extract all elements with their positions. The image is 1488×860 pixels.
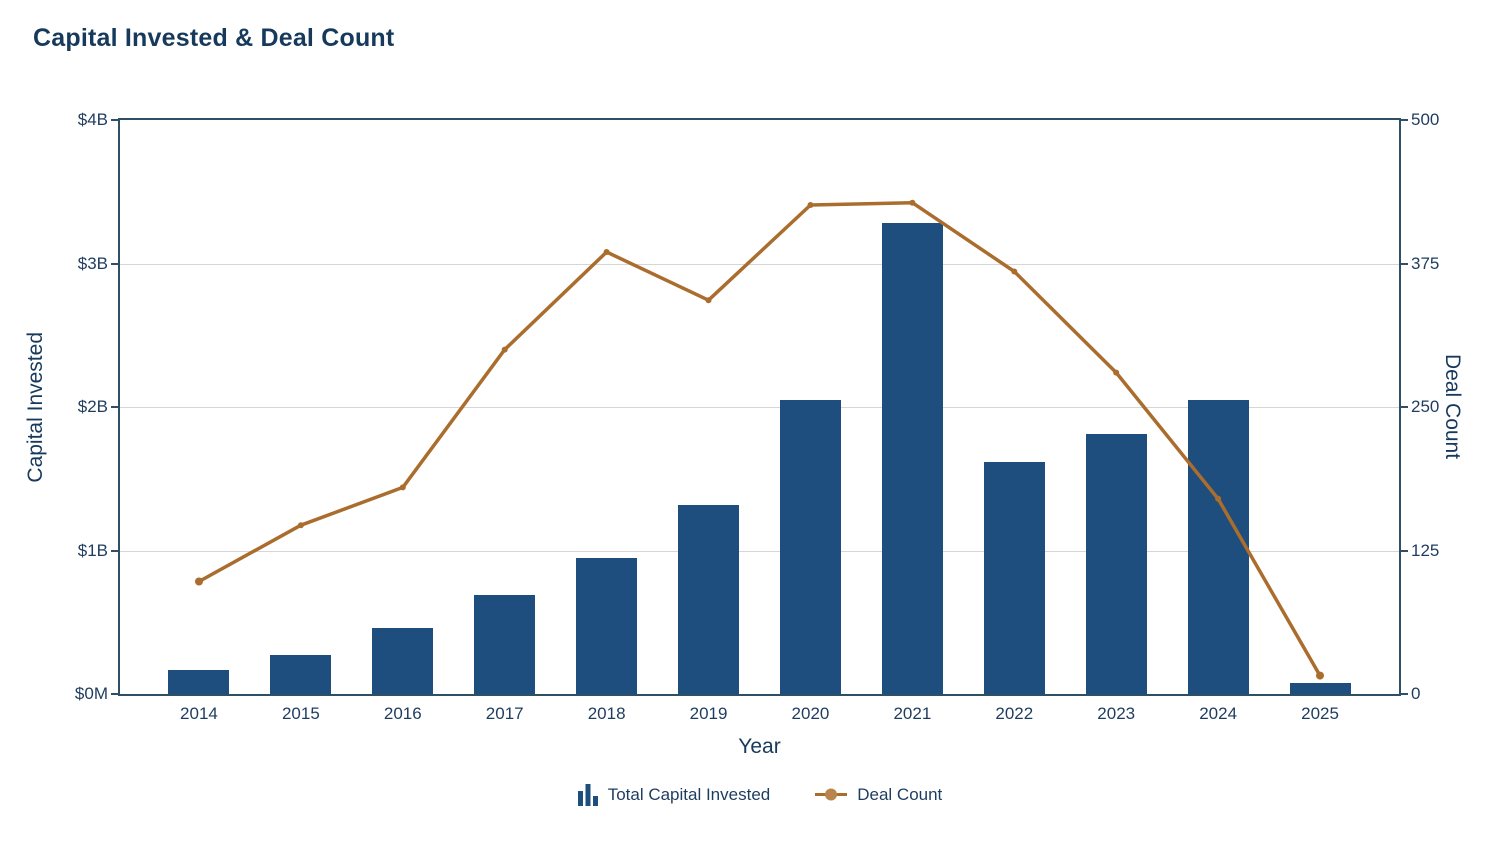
right-axis-title: Deal Count: [1441, 354, 1464, 460]
x-axis-tick-2020: 2020: [791, 704, 830, 723]
line-point-2019[interactable]: [705, 297, 712, 304]
right-axis-tick-375: 375: [1411, 253, 1440, 273]
bar-2025[interactable]: [1289, 682, 1351, 694]
bar-2019[interactable]: [678, 504, 740, 694]
x-axis-tick-2019: 2019: [689, 704, 728, 723]
right-axis-tick-250: 250: [1411, 397, 1440, 416]
legend-label-total-capital-invested: Total Capital Invested: [607, 784, 771, 804]
left-axis-tickmark: [111, 693, 118, 695]
x-axis-tick-2023: 2023: [1097, 704, 1136, 723]
x-axis-tick-2014: 2014: [180, 704, 218, 723]
line-dot-icon: [815, 788, 848, 801]
line-point-2024[interactable]: [1215, 495, 1222, 502]
line-point-2014[interactable]: [195, 577, 203, 586]
legend-item-total-capital-invested[interactable]: Total Capital Invested: [577, 782, 771, 807]
legend-label-deal-count: Deal Count: [857, 784, 943, 804]
x-axis-title: Year: [738, 735, 781, 758]
x-axis-tick-2018: 2018: [587, 704, 626, 723]
legend-item-deal-count[interactable]: Deal Count: [814, 785, 942, 805]
x-axis-tick-2015: 2015: [281, 704, 320, 723]
line-point-2017[interactable]: [501, 346, 508, 353]
line-point-2022[interactable]: [1011, 268, 1018, 275]
bar-2016[interactable]: [372, 628, 434, 694]
right-axis-tickmark: [1401, 262, 1408, 265]
bar-2024[interactable]: [1187, 399, 1249, 694]
plot-area: [118, 118, 1401, 696]
line-point-2015[interactable]: [297, 522, 304, 529]
bar-2017[interactable]: [474, 595, 536, 694]
right-axis-tickmark: [1401, 549, 1408, 552]
x-axis-tick-2022: 2022: [995, 704, 1034, 723]
line-point-2016[interactable]: [399, 484, 406, 491]
gridline-2B: [120, 407, 1399, 408]
bar-2015[interactable]: [270, 655, 332, 694]
left-axis-tickmark: [111, 549, 118, 552]
bar-2022[interactable]: [983, 461, 1045, 694]
bar-chart-icon: [577, 784, 598, 806]
deal-count-line[interactable]: [197, 200, 1322, 678]
left-axis-tick-2B: $2B: [77, 397, 108, 416]
line-point-2021[interactable]: [909, 199, 916, 206]
right-axis-tickmark: [1401, 119, 1408, 121]
x-axis-tick-2021: 2021: [893, 704, 932, 723]
bar-2014[interactable]: [168, 669, 230, 694]
legend: Total Capital Invested Deal Count: [118, 782, 1401, 807]
left-axis-tick-3B: $3B: [77, 253, 108, 273]
bar-2021[interactable]: [881, 223, 943, 694]
gridline-3B: [120, 263, 1399, 265]
left-axis-tick-1B: $1B: [77, 540, 108, 560]
x-axis-tick-2016: 2016: [383, 704, 422, 723]
line-point-2025[interactable]: [1316, 671, 1324, 680]
left-axis-tickmark: [111, 119, 118, 121]
line-point-2023[interactable]: [1113, 369, 1120, 376]
line-point-2020[interactable]: [807, 202, 814, 208]
bar-2023[interactable]: [1085, 434, 1147, 694]
line-point-2018[interactable]: [603, 249, 610, 255]
deal-count-line-layer: [195, 199, 1324, 680]
left-axis-tickmark: [111, 262, 118, 265]
right-axis-tickmark: [1401, 693, 1408, 695]
x-axis-tick-2017: 2017: [485, 704, 524, 723]
right-axis-tick-0: 0: [1411, 684, 1421, 703]
bar-2020[interactable]: [779, 399, 841, 694]
gridline-1B: [120, 550, 1399, 552]
right-axis-tickmark: [1401, 406, 1408, 408]
right-axis-tick-125: 125: [1411, 540, 1440, 560]
left-axis-tick-0M: $0M: [74, 684, 108, 703]
x-axis-tick-2025: 2025: [1301, 704, 1339, 723]
plot-inner: [120, 120, 1399, 694]
chart-title: Capital Invested & Deal Count: [33, 24, 395, 52]
bar-2018[interactable]: [576, 557, 638, 694]
left-axis-tickmark: [111, 406, 118, 408]
right-axis-tick-500: 500: [1411, 110, 1440, 129]
x-axis-tick-2024: 2024: [1199, 704, 1238, 723]
left-axis-tick-4B: $4B: [77, 110, 108, 129]
